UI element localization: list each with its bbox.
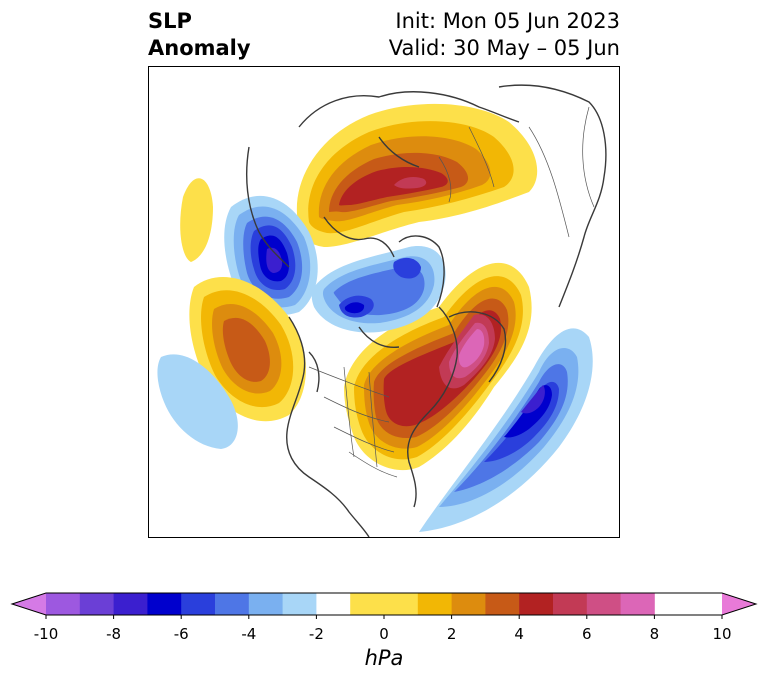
colorbar-tick-label: 0: [379, 625, 389, 643]
colorbar-tick-label: 10: [712, 625, 731, 643]
negative-anomaly-north-atlantic: [419, 328, 593, 532]
colorbar-extend-max: [722, 593, 756, 615]
negative-anomaly-arctic: [311, 246, 446, 333]
colorbar-segment: [248, 593, 283, 615]
positive-anomaly-siberia: [296, 103, 538, 247]
colorbar-tick-label: 8: [650, 625, 660, 643]
colorbar-segment: [519, 593, 554, 615]
colorbar-tick-label: -8: [106, 625, 121, 643]
colorbar-segment: [147, 593, 182, 615]
colorbar-unit-label: hPa: [364, 646, 404, 670]
colorbar-segment: [113, 593, 148, 615]
colorbar-segment: [350, 593, 419, 615]
colorbar-segment: [417, 593, 452, 615]
colorbar: -10 -8 -6 -4 -2 0 2 4 6 8 10: [10, 592, 758, 643]
colorbar-tick-label: -10: [34, 625, 59, 643]
negative-anomaly-pacific-subtropics: [157, 354, 238, 449]
colorbar-segment: [46, 593, 81, 615]
colorbar-segment: [282, 593, 317, 615]
colorbar-segment: [485, 593, 520, 615]
coastlines: [245, 84, 607, 537]
valid-range: Valid: 30 May – 05 Jun: [388, 36, 620, 60]
map-panel: [148, 66, 620, 538]
title-slp: SLP: [148, 9, 192, 33]
colorbar-segment: [181, 593, 216, 615]
country-borders: [308, 106, 595, 478]
colorbar-segment: [586, 593, 621, 615]
colorbar-extend-min: [12, 593, 46, 615]
colorbar-segment: [451, 593, 486, 615]
colorbar-segment: [620, 593, 655, 615]
colorbar-segment: [215, 593, 250, 615]
chart-title-left: SLP Anomaly: [148, 8, 251, 62]
colorbar-tick-label: 2: [447, 625, 457, 643]
positive-anomaly-north-pacific: [180, 178, 306, 422]
colorbar-tick-label: 4: [514, 625, 524, 643]
colorbar-tick-label: -2: [309, 625, 324, 643]
colorbar-segment: [553, 593, 588, 615]
chart-title-right: Init: Mon 05 Jun 2023 Valid: 30 May – 05…: [389, 8, 620, 62]
title-anomaly: Anomaly: [148, 36, 251, 60]
colorbar-tick-label: -4: [241, 625, 256, 643]
negative-anomaly-east-asia: [224, 195, 318, 316]
colorbar-tick-label: -6: [174, 625, 189, 643]
colorbar-segment: [79, 593, 114, 615]
init-date: Init: Mon 05 Jun 2023: [395, 9, 620, 33]
colorbar-tick-label: 6: [582, 625, 592, 643]
anomaly-map: [157, 84, 607, 537]
colorbar-ticks: -10 -8 -6 -4 -2 0 2 4 6 8 10: [34, 615, 732, 643]
colorbar-segments: [12, 593, 756, 615]
colorbar-segment: [316, 593, 351, 615]
